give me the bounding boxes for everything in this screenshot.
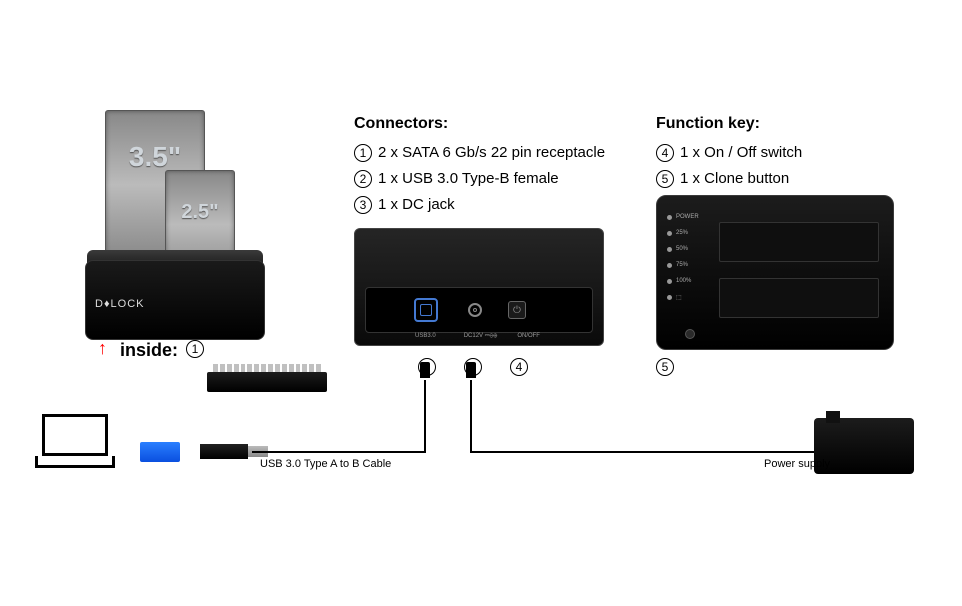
connector-row-2: 2 1 x USB 3.0 Type-B female [354, 166, 605, 192]
led-25: 25% [676, 230, 688, 236]
connector-text-1: 2 x SATA 6 Gb/s 22 pin receptacle [378, 140, 605, 166]
led-indicators: POWER 25% 50% 75% 100% ⬚ [667, 214, 699, 301]
power-cable-v [470, 380, 472, 453]
sata-connector [207, 362, 327, 396]
psu-prong-icon [826, 411, 840, 423]
usb-cable-h [252, 451, 424, 453]
num-4: 4 [656, 144, 674, 162]
led-power: POWER [676, 214, 699, 220]
dc-jack-icon [468, 303, 482, 317]
led-50: 50% [676, 246, 688, 252]
port-labels: USB3.0 DC12V ⎓⊖⊕ ON/OFF [365, 333, 593, 343]
drive-slot-1 [719, 222, 879, 262]
usb-a-port-icon [140, 442, 180, 462]
power-cable-h [470, 451, 860, 453]
onoff-button-icon [508, 301, 526, 319]
brand-label: D♦LOCK [95, 298, 145, 310]
clone-button-icon [685, 329, 695, 339]
num-3: 3 [354, 196, 372, 214]
port-label-usb: USB3.0 [415, 333, 436, 343]
function-row-2: 5 1 x Clone button [656, 166, 802, 192]
callout-1: 1 [186, 340, 204, 358]
connector-row-1: 1 2 x SATA 6 Gb/s 22 pin receptacle [354, 140, 605, 166]
diagram-canvas: 3.5" 2.5" D♦LOCK ↑ inside: 1 Connectors:… [0, 0, 962, 606]
hdd-2-5-label: 2.5" [166, 201, 234, 224]
callout-1-num: 1 [186, 340, 204, 358]
power-supply-label: Power supply [764, 458, 830, 470]
usb-b-port-icon [414, 298, 438, 322]
function-text-2: 1 x Clone button [680, 166, 789, 192]
connector-text-3: 1 x DC jack [378, 192, 455, 218]
function-text-1: 1 x On / Off switch [680, 140, 802, 166]
laptop-base [35, 456, 115, 468]
function-row-1: 4 1 x On / Off switch [656, 140, 802, 166]
connectors-heading: Connectors: [354, 115, 448, 133]
hdd-3-5-label: 3.5" [106, 141, 204, 173]
inside-arrow-icon: ↑ [98, 338, 107, 359]
connector-text-2: 1 x USB 3.0 Type-B female [378, 166, 559, 192]
usb-b-plug-icon [420, 362, 430, 378]
port-label-dc: DC12V ⎓⊖⊕ [464, 333, 498, 343]
callout-5: 5 [656, 358, 674, 376]
port-label-onoff: ON/OFF [517, 333, 540, 343]
led-75: 75% [676, 262, 688, 268]
back-panel-view: USB3.0 DC12V ⎓⊖⊕ ON/OFF [354, 228, 604, 346]
docking-station: 3.5" 2.5" D♦LOCK [75, 110, 275, 350]
usb-cable-label: USB 3.0 Type A to B Cable [260, 458, 391, 470]
connectors-list: 1 2 x SATA 6 Gb/s 22 pin receptacle 2 1 x … [354, 140, 605, 218]
top-panel-view: POWER 25% 50% 75% 100% ⬚ [656, 195, 894, 350]
led-extra: ⬚ [676, 294, 682, 301]
dc-plug-icon [466, 362, 476, 378]
back-panel-ports [365, 287, 593, 333]
function-list: 4 1 x On / Off switch 5 1 x Clone button [656, 140, 802, 192]
led-100: 100% [676, 278, 691, 284]
sata-body [207, 372, 327, 392]
connector-row-3: 3 1 x DC jack [354, 192, 605, 218]
laptop-icon [35, 414, 115, 478]
laptop-screen [42, 414, 108, 456]
usb-a-plug-icon [200, 444, 248, 459]
inside-label: inside: [120, 340, 178, 361]
callout-4: 4 [510, 358, 528, 376]
num-5: 5 [656, 170, 674, 188]
num-2: 2 [354, 170, 372, 188]
usb-cable-v [424, 380, 426, 453]
function-heading: Function key: [656, 115, 760, 133]
drive-slot-2 [719, 278, 879, 318]
num-1: 1 [354, 144, 372, 162]
